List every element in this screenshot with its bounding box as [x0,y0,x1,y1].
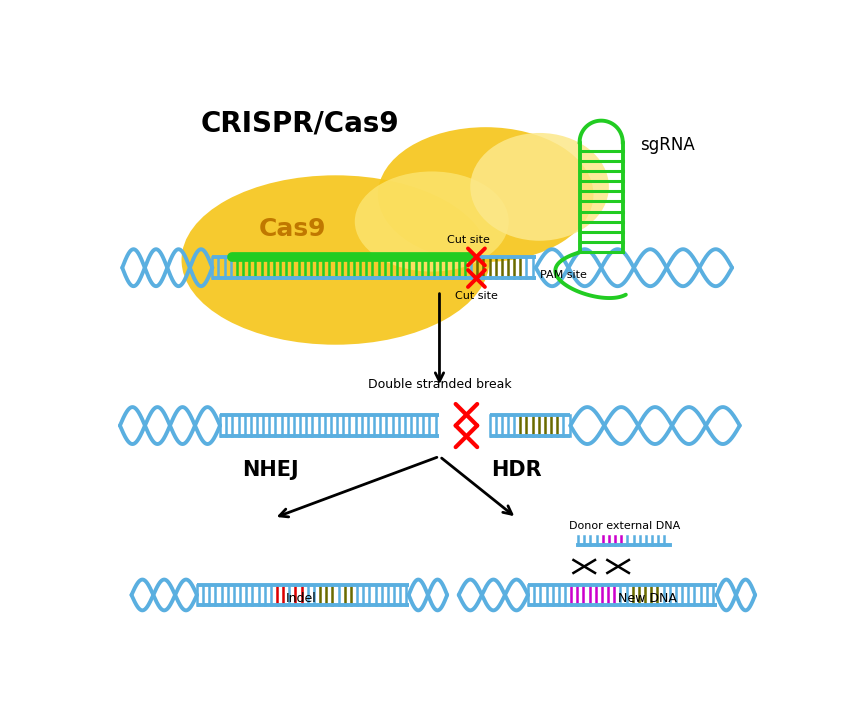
Text: New DNA: New DNA [618,592,677,605]
Ellipse shape [378,127,593,262]
Text: Cut site: Cut site [447,234,490,244]
Text: Indel: Indel [286,592,316,605]
Text: HDR: HDR [491,461,541,480]
Text: Cut site: Cut site [455,291,498,301]
Ellipse shape [470,133,609,241]
Text: sgRNA: sgRNA [640,135,694,153]
Ellipse shape [354,171,509,272]
Text: Cas9: Cas9 [258,217,326,241]
Text: CRISPR/Cas9: CRISPR/Cas9 [201,110,400,138]
Text: Double stranded break: Double stranded break [368,378,512,391]
Text: Donor external DNA: Donor external DNA [569,521,680,531]
Text: NHEJ: NHEJ [241,461,298,480]
Ellipse shape [182,175,490,345]
Text: PAM site: PAM site [540,270,586,281]
